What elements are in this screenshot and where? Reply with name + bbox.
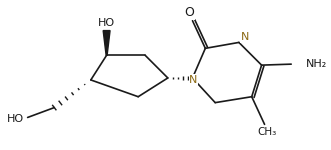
- Text: HO: HO: [7, 114, 24, 124]
- Text: CH₃: CH₃: [257, 127, 276, 137]
- Text: NH₂: NH₂: [306, 59, 327, 69]
- Text: N: N: [241, 33, 249, 42]
- Text: O: O: [185, 6, 195, 19]
- Text: HO: HO: [98, 18, 115, 28]
- Text: N: N: [189, 75, 198, 85]
- Polygon shape: [103, 31, 110, 55]
